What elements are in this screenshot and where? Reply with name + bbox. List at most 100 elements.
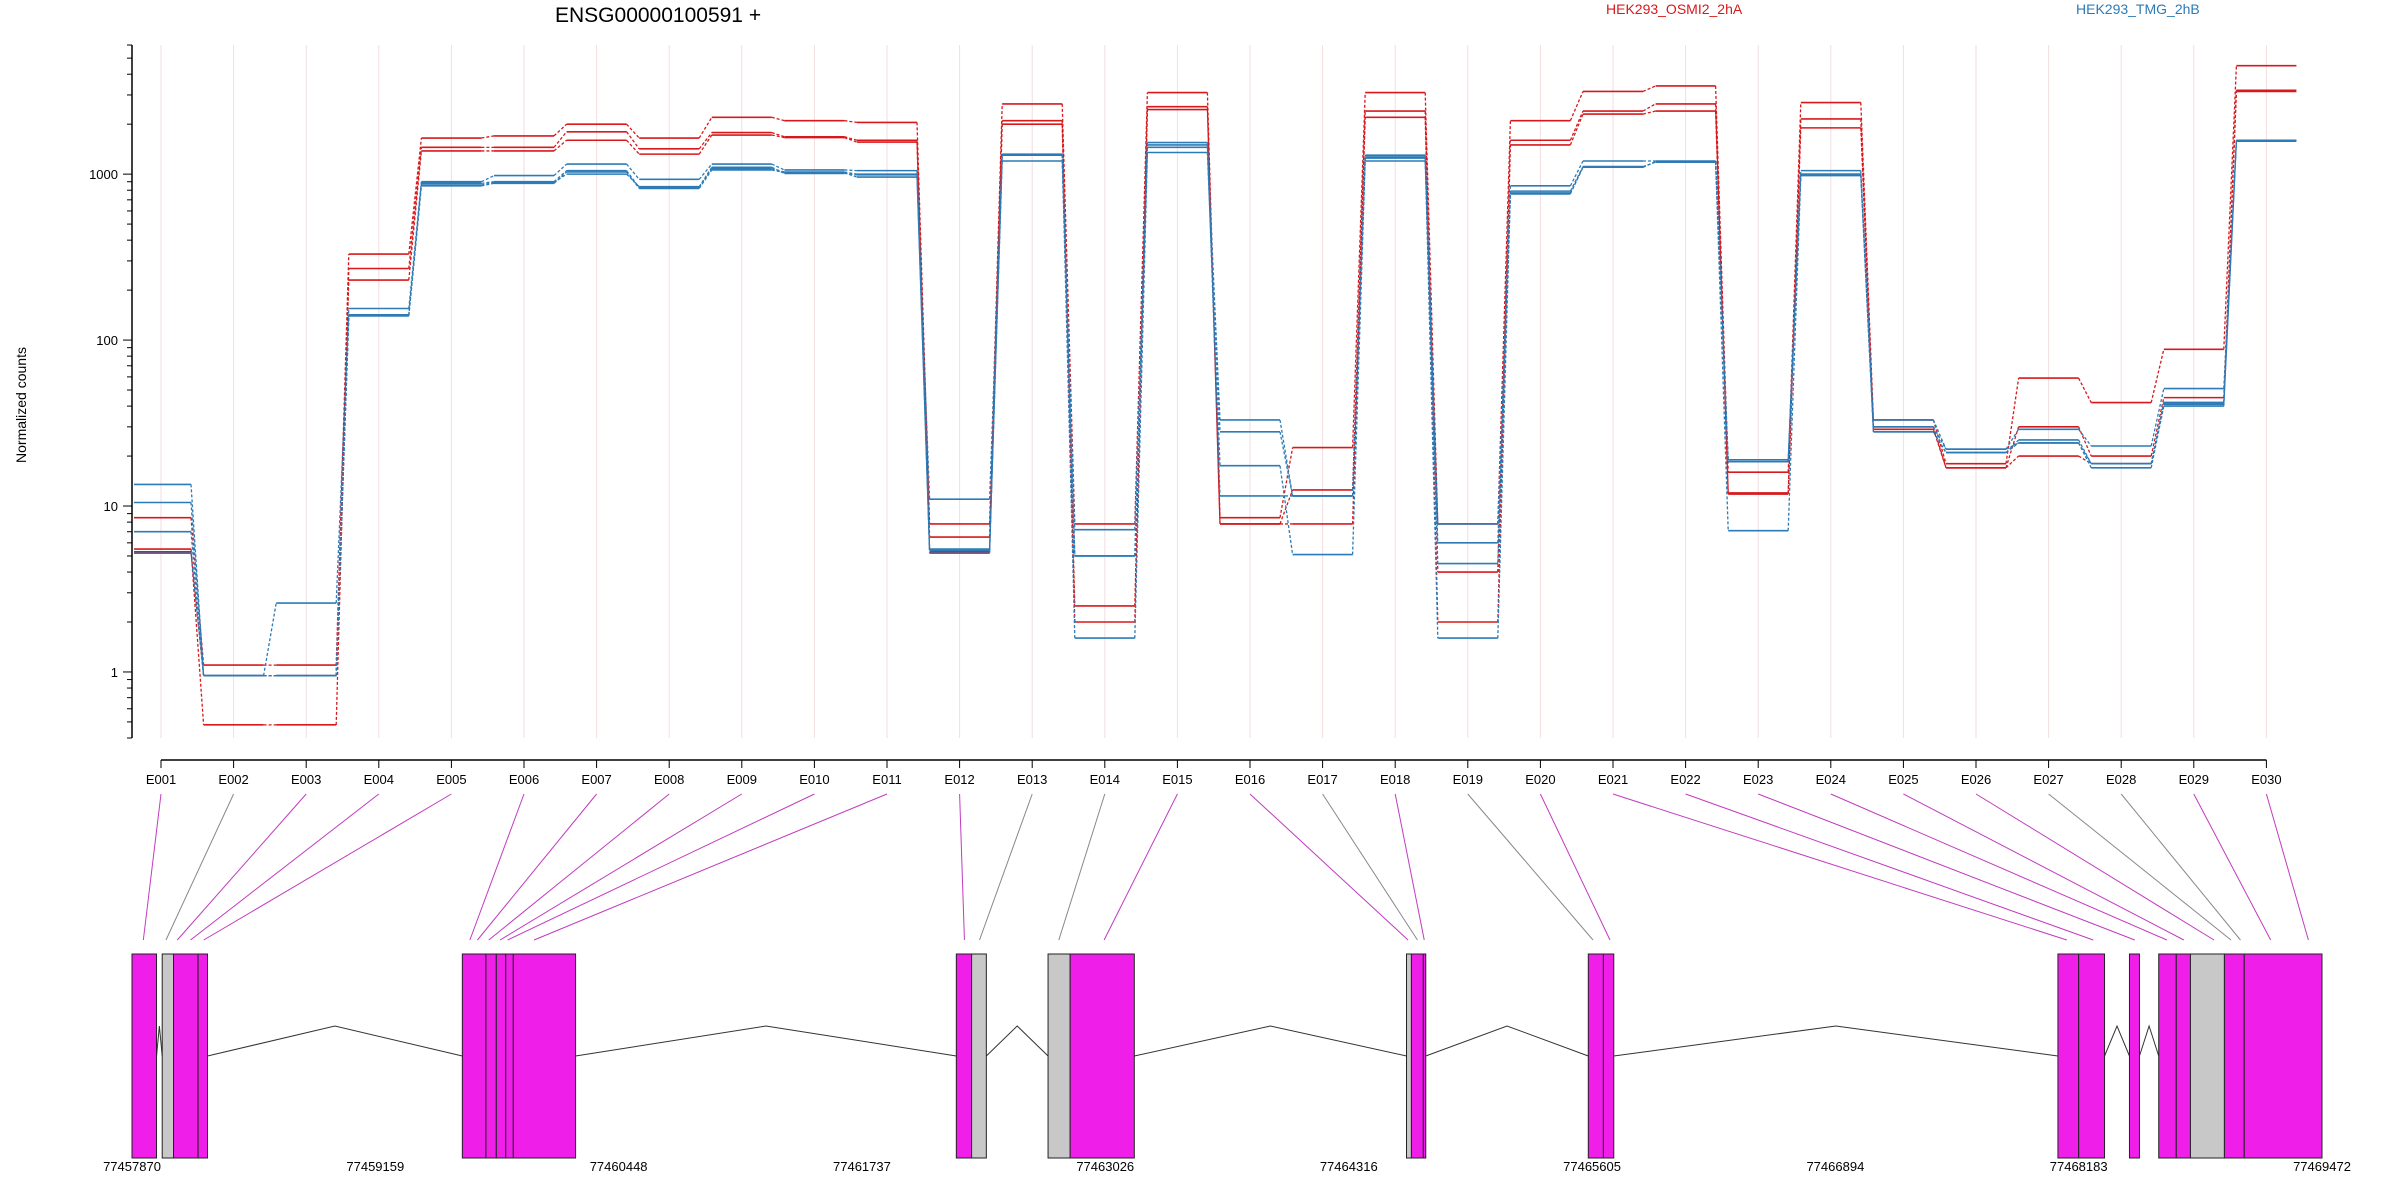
data-connector bbox=[1134, 142, 1149, 530]
x-tick-label: E020 bbox=[1525, 772, 1555, 787]
plot-area: 1 10 100 1000 E001 E002 E003 E004 E005 E006 E007 E0… bbox=[89, 44, 2297, 787]
exon-connector bbox=[1685, 793, 2094, 941]
exon-connector bbox=[499, 793, 743, 941]
x-tick-label: E023 bbox=[1743, 772, 1773, 787]
exon-block bbox=[495, 953, 507, 1159]
data-connector bbox=[916, 174, 931, 551]
data-connector bbox=[190, 502, 205, 676]
exon-block bbox=[173, 953, 199, 1159]
intron-line bbox=[1613, 1025, 2058, 1057]
data-connector bbox=[1569, 160, 1584, 187]
data-connector bbox=[335, 308, 350, 604]
data-connector bbox=[1279, 431, 1294, 497]
data-connector bbox=[1206, 144, 1221, 496]
data-connector bbox=[553, 131, 568, 148]
exon-block bbox=[505, 953, 514, 1159]
gene-model: 77457870 77459159 77460448 77461737 77463026… bbox=[103, 793, 2351, 1174]
data-connector bbox=[1642, 110, 1656, 115]
exon-connector bbox=[1103, 793, 1178, 941]
data-connector bbox=[626, 123, 640, 139]
data-connector bbox=[1787, 127, 1802, 495]
data-connector bbox=[1787, 174, 1802, 462]
x-tick-label: E005 bbox=[436, 772, 466, 787]
data-connector bbox=[1932, 431, 1947, 453]
data-connector bbox=[1134, 152, 1149, 639]
exon-connector bbox=[488, 793, 670, 941]
exon-connector bbox=[1975, 793, 2215, 941]
exon-connector bbox=[203, 793, 452, 941]
data-connector bbox=[2005, 426, 2020, 468]
data-connector bbox=[844, 136, 858, 143]
data-connector bbox=[1061, 103, 1076, 524]
data-connector bbox=[335, 315, 350, 676]
data-connector bbox=[844, 169, 858, 172]
exon-connector bbox=[1903, 793, 2185, 941]
exon-connector bbox=[2265, 793, 2309, 941]
x-tick-label: E006 bbox=[509, 772, 539, 787]
exon-block bbox=[197, 953, 209, 1159]
exon-connector bbox=[533, 793, 888, 941]
exon-connector bbox=[979, 793, 1033, 941]
exon-block bbox=[2158, 953, 2177, 1159]
data-connector bbox=[553, 170, 568, 183]
exon-connector bbox=[190, 793, 380, 941]
x-tick-label: E017 bbox=[1307, 772, 1337, 787]
exon-connector bbox=[142, 793, 162, 941]
data-connector bbox=[190, 549, 205, 725]
exon-block bbox=[512, 953, 577, 1159]
exon-block bbox=[1069, 953, 1135, 1159]
data-connector bbox=[2078, 426, 2092, 457]
data-connector bbox=[698, 166, 713, 188]
data-connector bbox=[2005, 442, 2019, 450]
data-connector bbox=[1932, 426, 1947, 450]
x-tick-label: E002 bbox=[218, 772, 248, 787]
exon-connector bbox=[959, 793, 965, 941]
x-tick-label: E013 bbox=[1017, 772, 1047, 787]
exon-block bbox=[2078, 953, 2106, 1159]
data-connector bbox=[553, 163, 568, 177]
data-connector bbox=[1424, 158, 1439, 543]
x-tick-label: E004 bbox=[364, 772, 394, 787]
exon-block bbox=[1410, 953, 1424, 1159]
data-connector bbox=[1497, 193, 1512, 564]
exon-block bbox=[131, 953, 158, 1159]
data-connector bbox=[988, 154, 1003, 551]
genomic-coordinate-label: 77457870 bbox=[103, 1159, 161, 1174]
exon-block bbox=[2128, 953, 2140, 1159]
genomic-coordinate-label: 77460448 bbox=[590, 1159, 648, 1174]
data-connector bbox=[2223, 65, 2238, 350]
data-connector bbox=[844, 171, 858, 175]
data-connector bbox=[408, 137, 423, 255]
data-connector bbox=[626, 139, 640, 155]
data-connector bbox=[1860, 174, 1875, 427]
series-5 bbox=[134, 140, 2297, 677]
data-connector bbox=[481, 135, 495, 139]
data-connector bbox=[335, 268, 350, 725]
x-tick-label: E029 bbox=[2179, 772, 2209, 787]
data-connector bbox=[771, 131, 785, 138]
data-connector bbox=[190, 553, 205, 676]
x-tick-label: E025 bbox=[1888, 772, 1918, 787]
exon-connector bbox=[2048, 793, 2232, 941]
intron-line bbox=[575, 1025, 957, 1057]
exon-block bbox=[485, 953, 497, 1159]
data-connector bbox=[553, 139, 568, 152]
data-connector bbox=[1424, 156, 1439, 639]
data-connector bbox=[771, 116, 785, 122]
exon-block bbox=[161, 953, 175, 1159]
data-connector bbox=[1642, 85, 1656, 93]
chart-title: ENSG00000100591 + bbox=[555, 4, 761, 27]
x-tick-label: E016 bbox=[1235, 772, 1265, 787]
y-tick-label: 1 bbox=[111, 665, 118, 680]
data-connector bbox=[1932, 429, 1947, 468]
data-connector bbox=[1351, 111, 1366, 490]
genomic-coordinate-label: 77465605 bbox=[1563, 1159, 1621, 1174]
exon-connector bbox=[1612, 793, 2067, 941]
data-connector bbox=[1061, 154, 1076, 556]
data-connector bbox=[698, 169, 713, 189]
data-connector bbox=[2005, 455, 2020, 469]
exon-connector bbox=[1058, 793, 1106, 941]
data-connector bbox=[2078, 442, 2092, 469]
exon-connector bbox=[1758, 793, 2135, 941]
data-connector bbox=[1787, 175, 1802, 531]
